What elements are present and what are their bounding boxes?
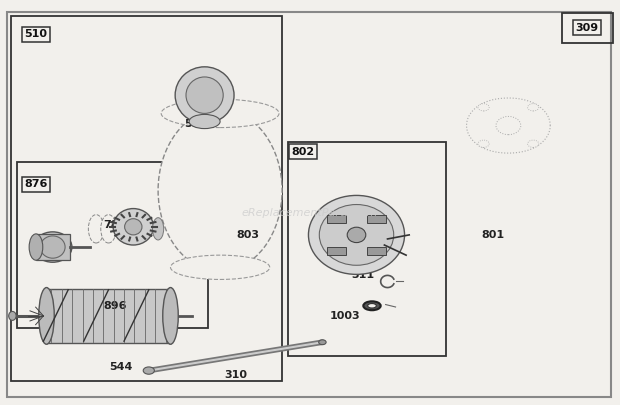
Ellipse shape — [368, 304, 376, 308]
Bar — [327, 247, 346, 255]
Ellipse shape — [88, 215, 104, 243]
Ellipse shape — [100, 215, 117, 243]
Bar — [288, 142, 446, 356]
Ellipse shape — [125, 219, 142, 235]
Text: 310: 310 — [224, 370, 247, 379]
Ellipse shape — [347, 227, 366, 243]
Ellipse shape — [319, 340, 326, 345]
Text: 896: 896 — [103, 301, 126, 311]
Ellipse shape — [113, 209, 154, 245]
Text: 801: 801 — [481, 230, 505, 240]
Bar — [36, 234, 70, 260]
Ellipse shape — [319, 205, 394, 265]
Ellipse shape — [186, 77, 223, 113]
Text: 783: 783 — [103, 220, 126, 230]
Ellipse shape — [158, 109, 282, 271]
Ellipse shape — [9, 311, 16, 320]
Ellipse shape — [170, 255, 270, 279]
Text: 802: 802 — [291, 147, 314, 157]
Text: 803: 803 — [236, 230, 260, 240]
Text: 311: 311 — [351, 271, 374, 280]
Ellipse shape — [528, 140, 539, 147]
Bar — [17, 162, 208, 328]
Ellipse shape — [175, 67, 234, 124]
Bar — [562, 13, 613, 43]
Ellipse shape — [189, 115, 220, 129]
Text: 513: 513 — [184, 119, 207, 128]
Ellipse shape — [162, 288, 179, 344]
Text: 544: 544 — [109, 362, 133, 371]
Ellipse shape — [33, 232, 72, 262]
Bar — [11, 16, 282, 381]
Ellipse shape — [496, 117, 521, 134]
Text: 1003: 1003 — [329, 311, 360, 321]
Ellipse shape — [309, 196, 404, 275]
Ellipse shape — [38, 288, 55, 344]
Text: 876: 876 — [24, 179, 48, 189]
Bar — [367, 247, 386, 255]
Bar — [327, 215, 346, 223]
Text: 309: 309 — [575, 23, 599, 32]
Ellipse shape — [40, 236, 65, 258]
Bar — [367, 215, 386, 223]
Ellipse shape — [29, 234, 43, 260]
Ellipse shape — [363, 301, 381, 310]
Ellipse shape — [143, 367, 154, 374]
Ellipse shape — [528, 104, 539, 111]
Text: 510: 510 — [24, 30, 48, 39]
Ellipse shape — [161, 99, 279, 128]
Bar — [46, 288, 170, 343]
Ellipse shape — [478, 140, 489, 147]
Ellipse shape — [478, 104, 489, 111]
Ellipse shape — [153, 218, 164, 240]
Text: eReplacementParts.com: eReplacementParts.com — [242, 208, 378, 217]
